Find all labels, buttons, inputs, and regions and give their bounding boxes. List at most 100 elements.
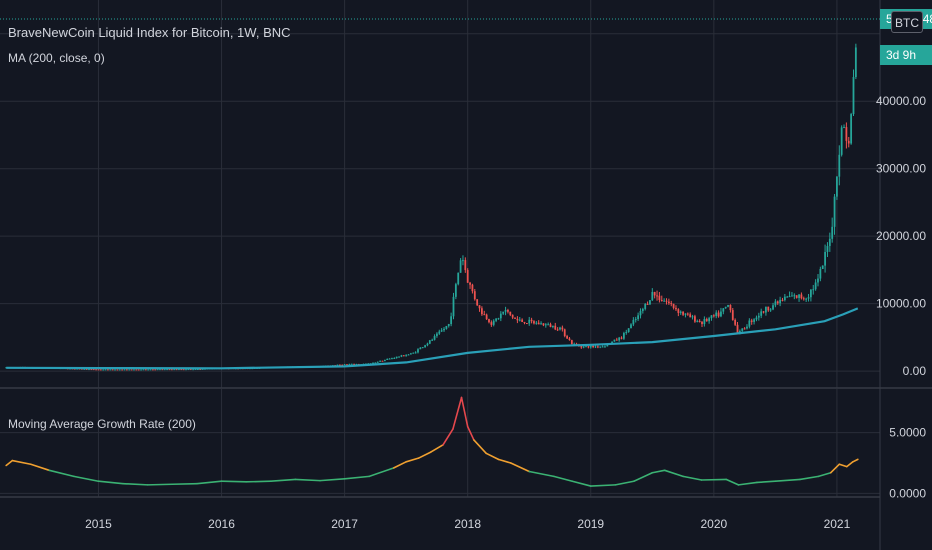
symbol-badge[interactable]: BTC: [891, 11, 923, 33]
candle-body: [151, 369, 154, 371]
growth-rate-segment: [553, 475, 574, 483]
time-axis[interactable]: 2015 2016 2017 2018 2019 2020 2021: [85, 517, 850, 531]
price-axis[interactable]: 0.00 10000.00 20000.00 30000.00 40000.00: [876, 94, 926, 378]
candle-body: [466, 270, 469, 283]
time-tick-label: 2021: [824, 517, 851, 531]
candle-body: [400, 355, 403, 357]
growth-rate-segment: [171, 482, 198, 486]
candle-body: [684, 313, 687, 315]
candle-body: [509, 311, 512, 315]
candle-body: [521, 319, 524, 322]
growth-rate-segment: [528, 470, 555, 478]
growth-rate-segment: [700, 478, 727, 481]
candle-body: [854, 47, 857, 78]
candle-body: [447, 324, 450, 326]
candle-body: [596, 346, 599, 348]
candle-body: [783, 296, 786, 301]
candle-body: [705, 319, 708, 322]
candle-body: [847, 140, 850, 144]
candle-body: [83, 368, 86, 370]
growth-rate-segment: [405, 457, 420, 463]
moving-average-line[interactable]: [6, 307, 859, 370]
candle-body: [698, 320, 701, 322]
candle-body: [85, 368, 88, 370]
candle-body: [776, 301, 779, 304]
candle-body: [589, 345, 592, 348]
growth-rate-segment: [11, 459, 32, 466]
candle-body: [454, 284, 457, 297]
candle-body: [779, 299, 782, 304]
candle-body: [772, 305, 774, 310]
candle-body: [611, 341, 613, 344]
candle-body: [355, 364, 358, 366]
candle-body: [530, 319, 533, 322]
candle-body: [769, 309, 772, 311]
candle-body: [625, 332, 628, 334]
candle-body: [838, 154, 841, 177]
time-tick-label: 2018: [454, 517, 481, 531]
growth-rate-line[interactable]: [5, 396, 859, 487]
candle-body: [802, 298, 805, 300]
candle-body: [402, 355, 405, 357]
candle-body: [483, 314, 486, 316]
candle-body: [781, 299, 784, 301]
candle-body: [623, 333, 625, 339]
candle-body: [715, 312, 718, 317]
candle-body: [570, 340, 573, 345]
candle-body: [660, 299, 663, 301]
candle-body: [528, 319, 531, 324]
candle-body: [736, 324, 739, 333]
candle-body: [544, 324, 547, 326]
growth-rate-segment: [774, 478, 801, 483]
candle-body: [431, 339, 434, 341]
candle-body: [336, 364, 339, 366]
candle-body: [168, 369, 171, 371]
candle-body: [585, 346, 587, 348]
time-tick-label: 2017: [331, 517, 358, 531]
candle-body: [161, 369, 164, 371]
candle-body: [694, 316, 696, 322]
price-pane-grid: [0, 0, 880, 388]
growth-rate-segment: [466, 425, 475, 441]
candle-body: [601, 346, 604, 348]
candle-body: [563, 329, 566, 337]
candle-body: [843, 127, 845, 129]
candle-body: [762, 311, 765, 313]
candle-body: [760, 311, 763, 316]
ma-legend-label[interactable]: MA (200, close, 0): [8, 51, 105, 65]
candle-body: [537, 322, 540, 325]
candle-body: [473, 291, 476, 300]
price-tick-label: 30000.00: [876, 162, 926, 176]
growth-rate-segment: [473, 439, 487, 455]
candle-body: [166, 369, 169, 371]
growth-rate-segment: [220, 480, 247, 483]
candle-body: [395, 356, 398, 359]
candle-body: [118, 369, 121, 371]
growth-rate-segment: [829, 463, 841, 474]
growth-rate-segment: [245, 480, 272, 483]
candle-body: [667, 301, 670, 304]
candle-body: [490, 322, 493, 325]
indicator-axis[interactable]: 0.0000 5.0000: [889, 426, 926, 501]
candle-body: [90, 369, 93, 371]
candle-body: [464, 260, 467, 271]
growth-rate-segment: [509, 462, 531, 473]
candle-body: [580, 345, 583, 348]
candle-body: [147, 369, 150, 371]
candle-body: [123, 369, 126, 371]
symbol-legend-title[interactable]: BraveNewCoin Liquid Index for Bitcoin, 1…: [8, 25, 291, 40]
candle-body: [566, 336, 569, 339]
candle-body: [173, 369, 176, 371]
growth-rate-segment: [838, 463, 848, 468]
candle-body: [637, 315, 640, 320]
indicator-legend-label[interactable]: Moving Average Growth Rate (200): [8, 417, 196, 431]
growth-rate-segment: [817, 471, 832, 478]
growth-rate-segment: [682, 475, 703, 481]
candle-body: [485, 314, 488, 320]
candle-body: [196, 369, 199, 371]
time-tick-label: 2015: [85, 517, 112, 531]
candle-body: [679, 311, 682, 313]
candle-body: [343, 364, 346, 366]
candle-body: [828, 238, 831, 246]
